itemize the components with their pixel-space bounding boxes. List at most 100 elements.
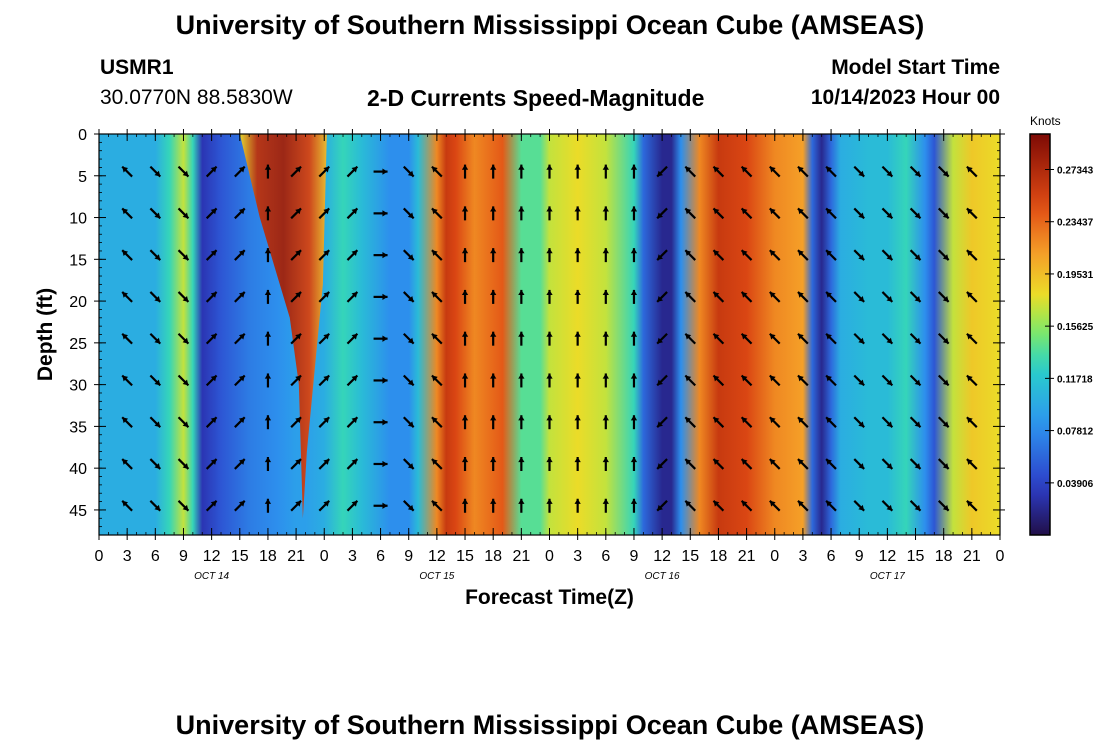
current-vector — [684, 458, 697, 470]
current-vector-head — [546, 456, 553, 463]
current-vector — [121, 500, 133, 512]
x-tick-label: 9 — [404, 548, 413, 565]
current-vector — [318, 332, 330, 345]
x-tick-label: 3 — [798, 548, 807, 565]
current-vector-head — [323, 291, 330, 298]
colorbar-tick-label: 0.03906 — [1057, 479, 1094, 490]
current-vector-head — [238, 291, 245, 298]
current-vector-head — [797, 375, 804, 382]
y-tick-label: 15 — [69, 252, 87, 269]
current-vector — [656, 332, 668, 345]
current-vector-head — [942, 337, 949, 344]
current-vector — [881, 249, 894, 261]
current-vector-head — [431, 500, 438, 507]
current-vector-head — [966, 208, 973, 215]
current-vector — [234, 249, 246, 261]
current-vector-head — [914, 337, 921, 344]
current-vector-head — [238, 375, 245, 382]
current-vector-head — [942, 170, 949, 177]
current-vector-head — [295, 459, 302, 465]
current-vector-head — [797, 250, 804, 257]
current-vector — [177, 249, 190, 261]
current-vector — [205, 249, 218, 261]
current-vector — [346, 165, 359, 178]
current-vector-head — [295, 417, 302, 424]
current-vector — [574, 456, 581, 471]
current-vector-head — [518, 498, 525, 504]
current-vector-head — [518, 415, 525, 421]
colorbar-tick-label: 0.07812 — [1057, 427, 1094, 438]
current-vector-head — [826, 166, 832, 173]
current-vector — [431, 165, 443, 178]
current-vector — [346, 458, 359, 470]
current-vector — [740, 249, 753, 261]
current-vector — [825, 291, 837, 303]
current-vector-head — [295, 291, 302, 298]
current-vector — [825, 207, 837, 220]
current-vector-head — [122, 500, 129, 507]
current-vector — [712, 249, 725, 261]
x-tick-label: 18 — [710, 548, 728, 565]
current-vector-head — [630, 415, 638, 421]
current-vector-head — [797, 291, 804, 298]
current-vector — [630, 456, 638, 471]
current-vector — [825, 416, 837, 428]
current-vector-head — [431, 417, 438, 424]
current-vector-head — [546, 498, 553, 504]
x-tick-label: 12 — [203, 548, 221, 565]
current-vector-head — [914, 504, 921, 511]
current-vector — [797, 416, 809, 428]
current-vector-head — [210, 291, 217, 298]
current-vector-head — [657, 212, 664, 219]
current-vector — [630, 373, 638, 388]
current-vector-head — [264, 164, 272, 170]
current-vector — [769, 249, 781, 261]
current-vector — [264, 456, 272, 471]
current-vector — [825, 374, 837, 387]
current-vector-head — [602, 415, 609, 421]
current-vector — [630, 164, 638, 179]
current-vector-head — [295, 333, 302, 340]
current-vector-head — [490, 206, 497, 212]
current-vector — [937, 374, 950, 387]
current-vector — [966, 374, 978, 387]
current-vector — [546, 498, 553, 513]
current-vector — [712, 207, 725, 220]
current-vector-head — [826, 291, 832, 298]
x-tick-label: 18 — [935, 548, 953, 565]
current-vector — [656, 165, 668, 178]
current-vector — [205, 332, 218, 345]
x-tick-label: 3 — [123, 548, 132, 565]
current-vector-head — [741, 291, 748, 298]
current-vector — [546, 164, 553, 179]
current-vector — [290, 207, 302, 220]
current-vector-head — [602, 373, 609, 379]
current-vector-head — [210, 250, 217, 257]
current-vector — [490, 331, 497, 346]
colorbar-tick-label: 0.15625 — [1057, 322, 1094, 333]
current-vector — [937, 500, 950, 512]
current-vector — [656, 458, 668, 470]
current-vector — [966, 332, 978, 345]
current-vector — [966, 249, 978, 261]
current-vector-head — [713, 208, 720, 215]
current-vector-head — [574, 164, 581, 170]
current-vector-head — [685, 166, 692, 173]
current-vector — [853, 374, 865, 387]
current-vector-head — [210, 417, 217, 424]
current-vector — [909, 374, 922, 387]
current-vector — [373, 502, 388, 509]
current-vector-head — [914, 254, 921, 261]
current-vector — [461, 415, 469, 430]
current-vector — [490, 373, 497, 388]
current-vector — [402, 458, 415, 470]
current-vector-head — [914, 463, 921, 469]
current-vector — [574, 206, 581, 221]
current-vector-head — [886, 254, 893, 261]
current-vector — [602, 331, 609, 346]
current-vector — [909, 332, 922, 345]
current-vector — [684, 291, 697, 303]
current-vector — [797, 332, 809, 345]
current-vector-head — [942, 463, 949, 469]
